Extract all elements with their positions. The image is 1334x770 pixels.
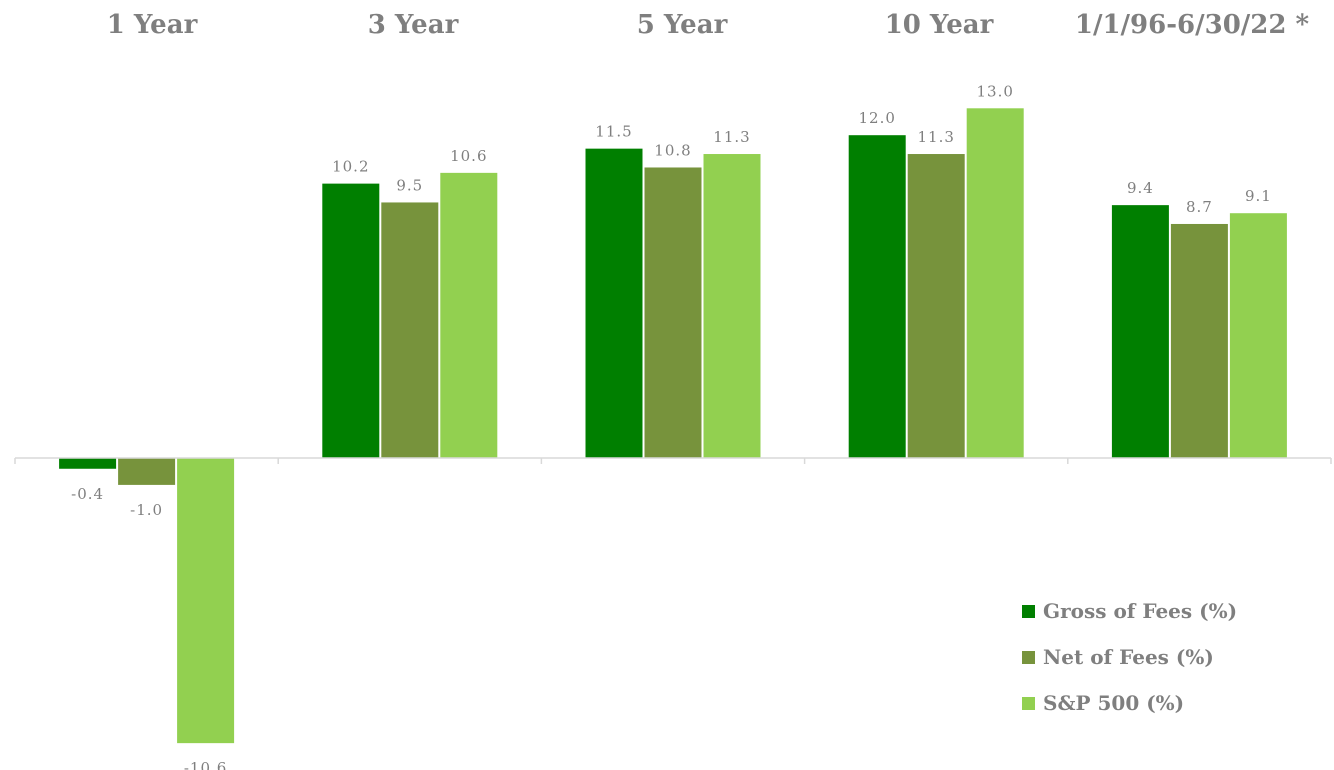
bar-net-of-fees-4 xyxy=(1170,223,1228,458)
data-label-net-of-fees-4: 8.7 xyxy=(1186,198,1213,216)
data-label-gross-of-fees-4: 9.4 xyxy=(1127,179,1154,197)
bar-net-of-fees-0 xyxy=(118,458,176,485)
legend-label-net: Net of Fees (%) xyxy=(1043,645,1214,669)
category-label-4: 1/1/96-6/30/22 * xyxy=(1075,10,1310,40)
legend-item-net: Net of Fees (%) xyxy=(1022,634,1237,680)
legend-label-gross: Gross of Fees (%) xyxy=(1043,599,1238,623)
data-label-gross-of-fees-2: 11.5 xyxy=(595,123,632,141)
category-label-0: 1 Year xyxy=(107,10,198,40)
data-label-s-p-500-1: 10.6 xyxy=(450,147,487,165)
data-label-net-of-fees-2: 10.8 xyxy=(654,141,691,159)
bar-gross-of-fees-2 xyxy=(585,148,643,458)
data-label-net-of-fees-3: 11.3 xyxy=(917,128,954,146)
data-label-net-of-fees-1: 9.5 xyxy=(396,176,423,194)
bar-s-p-500-0 xyxy=(177,458,235,744)
bar-s-p-500-3 xyxy=(966,108,1024,459)
bar-net-of-fees-3 xyxy=(907,154,965,458)
category-label-3: 10 Year xyxy=(885,10,994,40)
category-label-2: 5 Year xyxy=(637,10,728,40)
category-labels: 1 Year 3 Year 5 Year 10 Year 1/1/96-6/30/22 … xyxy=(107,10,1310,40)
data-label-net-of-fees-0: -1.0 xyxy=(130,501,163,519)
data-label-gross-of-fees-1: 10.2 xyxy=(332,158,369,176)
data-label-s-p-500-2: 11.3 xyxy=(713,128,750,146)
x-axis xyxy=(14,457,1332,464)
bar-net-of-fees-2 xyxy=(644,167,702,459)
legend: Gross of Fees (%) Net of Fees (%) S&P 50… xyxy=(1022,588,1237,726)
data-label-s-p-500-4: 9.1 xyxy=(1245,187,1272,205)
data-label-s-p-500-0: -10.6 xyxy=(184,759,227,770)
legend-swatch-net xyxy=(1022,650,1035,664)
data-labels: -0.4 -1.0 -10.6 10.2 9.5 10.6 11.5 10.8 11.3 12.0… xyxy=(71,82,1272,770)
bar-gross-of-fees-4 xyxy=(1111,205,1169,458)
legend-item-gross: Gross of Fees (%) xyxy=(1022,588,1237,634)
bar-net-of-fees-1 xyxy=(381,202,439,458)
category-label-1: 3 Year xyxy=(368,10,459,40)
legend-swatch-gross xyxy=(1022,604,1035,618)
bar-s-p-500-2 xyxy=(703,154,761,458)
bar-gross-of-fees-1 xyxy=(322,183,380,458)
legend-label-sp500: S&P 500 (%) xyxy=(1043,691,1185,715)
data-label-gross-of-fees-0: -0.4 xyxy=(71,485,104,503)
bar-s-p-500-4 xyxy=(1229,213,1287,458)
data-label-s-p-500-3: 13.0 xyxy=(976,82,1013,100)
data-label-gross-of-fees-3: 12.0 xyxy=(858,109,895,127)
legend-swatch-sp500 xyxy=(1022,696,1035,710)
bar-gross-of-fees-0 xyxy=(59,458,117,469)
bar-s-p-500-1 xyxy=(440,172,498,459)
bar-gross-of-fees-3 xyxy=(848,135,906,458)
legend-item-sp500: S&P 500 (%) xyxy=(1022,680,1237,726)
bars xyxy=(59,108,1287,744)
